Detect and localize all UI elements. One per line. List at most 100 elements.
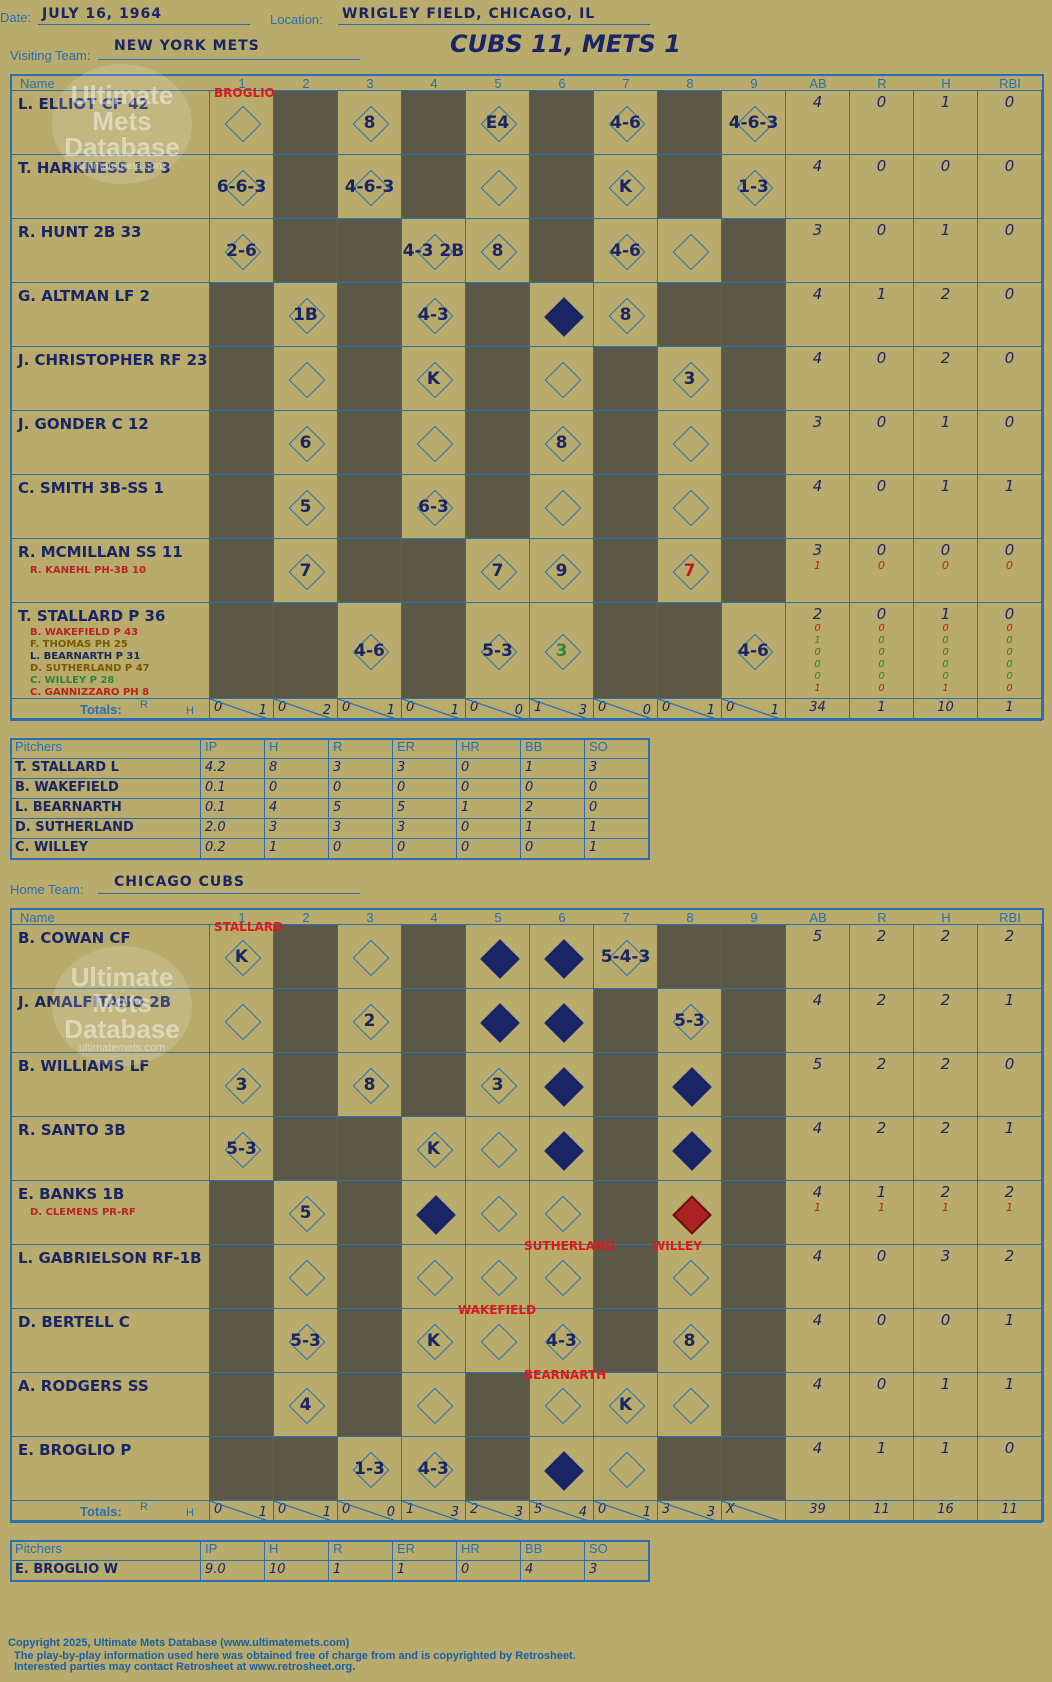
sub-stat-value: 1 xyxy=(942,1201,949,1214)
inning-cell xyxy=(594,1309,658,1373)
stat-total: 16 xyxy=(937,1502,954,1517)
inning-cell xyxy=(594,1245,658,1309)
sub-stat-value: 0 xyxy=(1006,635,1013,646)
sub-stat-value: 0 xyxy=(878,659,885,670)
pitching-stat: 3 xyxy=(393,819,457,839)
pitching-stat: 0 xyxy=(393,779,457,799)
watermark-text: Mets xyxy=(92,106,152,136)
pitching-header: H xyxy=(265,739,329,759)
stat-header: R xyxy=(877,910,887,925)
watermark-text: Database xyxy=(64,1014,180,1044)
play-mark: 4-6 xyxy=(354,640,385,661)
base-diamond xyxy=(543,296,584,337)
inning-cell: 1B xyxy=(274,283,338,347)
inning-cell xyxy=(722,1117,786,1181)
watermark-text: Mets xyxy=(92,988,152,1018)
stat-total-cell: 16 xyxy=(914,1501,978,1523)
stat-value: 2 xyxy=(876,991,887,1009)
pitching-stat: 9.0 xyxy=(201,1561,265,1581)
runs-label: R xyxy=(140,1501,148,1513)
base-diamond xyxy=(672,489,709,526)
play-mark: 2 xyxy=(363,1010,376,1031)
stat-cell: 2 xyxy=(914,925,978,989)
inning-cell xyxy=(274,1053,338,1117)
sub-stat-value: 1 xyxy=(814,559,821,572)
inning-cell xyxy=(338,283,402,347)
name-column-header: Name xyxy=(20,76,55,91)
stat-total-cell: 39 xyxy=(786,1501,850,1523)
pitching-stat: 1 xyxy=(393,1561,457,1581)
stat-cell: 0 xyxy=(914,1309,978,1373)
pitching-header: IP xyxy=(201,1541,265,1561)
base-diamond xyxy=(288,1259,325,1296)
stat-value: 4 xyxy=(812,1183,823,1201)
inning-cell xyxy=(338,1245,402,1309)
inning-cell xyxy=(210,603,274,699)
stat-value: 3 xyxy=(812,541,823,559)
stat-cell: 4 xyxy=(786,989,850,1053)
inning-cell xyxy=(466,155,530,219)
play-mark: 6 xyxy=(299,432,312,453)
play-mark: 4-3 xyxy=(418,304,449,325)
stat-cell: 0 xyxy=(850,1245,914,1309)
stat-cell: 1 xyxy=(978,989,1042,1053)
stat-cell: 4 xyxy=(786,1373,850,1437)
stat-cell: 1 xyxy=(978,1117,1042,1181)
base-diamond xyxy=(543,938,584,979)
stat-cell: 4 xyxy=(786,1437,850,1501)
sub-stat-value: 0 xyxy=(814,647,821,658)
player-name: B. COWAN CF xyxy=(18,929,131,947)
inning-cell xyxy=(658,1053,722,1117)
inning-cell: 5-3 xyxy=(466,603,530,699)
pitching-stat: 3 xyxy=(585,1561,649,1581)
play-mark: K xyxy=(618,176,633,197)
inning-cell xyxy=(466,1181,530,1245)
play-mark: 6-3 xyxy=(418,496,449,517)
player-name: C. SMITH 3B-SS 1 xyxy=(18,479,164,497)
total-divider xyxy=(594,1501,657,1522)
player-name: J. AMALFITANO 2B xyxy=(18,993,172,1011)
pitching-stat: 0 xyxy=(329,779,393,799)
stat-cell: 0 xyxy=(978,1053,1042,1117)
inning-cell xyxy=(722,925,786,989)
stat-value: 4 xyxy=(812,1439,823,1457)
inning-header: 1 xyxy=(238,76,246,91)
inning-cell xyxy=(594,1181,658,1245)
stat-cell: 2 xyxy=(850,1117,914,1181)
inning-cell xyxy=(338,925,402,989)
inning-cell xyxy=(338,347,402,411)
play-mark: 7 xyxy=(683,560,696,581)
stat-value: 0 xyxy=(1004,349,1015,367)
sub-stat-value: 0 xyxy=(942,559,949,572)
inning-cell xyxy=(402,925,466,989)
base-diamond xyxy=(416,1387,453,1424)
stat-value: 0 xyxy=(876,541,887,559)
inning-total-cell: 54 xyxy=(530,1501,594,1523)
base-diamond xyxy=(672,233,709,270)
total-divider xyxy=(530,1501,593,1522)
play-mark: 3 xyxy=(555,640,568,661)
inning-cell: 4-3 xyxy=(402,283,466,347)
stat-value: 1 xyxy=(940,221,951,239)
player-name: B. WILLIAMS LF xyxy=(18,1057,150,1075)
game-title: CUBS 11, METS 1 xyxy=(450,30,681,58)
inning-header: 8 xyxy=(686,910,694,925)
total-divider xyxy=(722,699,785,720)
sub-stat-value: 1 xyxy=(1006,1201,1013,1214)
stat-cell: 0 xyxy=(850,155,914,219)
stat-cell: 5 xyxy=(786,1053,850,1117)
inning-cell: 8 xyxy=(658,1309,722,1373)
inning-cell: 7 xyxy=(466,539,530,603)
stat-cell: 3 xyxy=(914,1245,978,1309)
stat-cell: 2 xyxy=(978,1245,1042,1309)
inning-cell: 5-3 xyxy=(274,1309,338,1373)
base-diamond xyxy=(352,939,389,976)
stat-value: 2 xyxy=(940,349,951,367)
location-label: Location: xyxy=(270,12,323,27)
stat-value: 2 xyxy=(1004,1247,1015,1265)
inning-cell: 5-3 xyxy=(210,1117,274,1181)
inning-cell xyxy=(210,1373,274,1437)
